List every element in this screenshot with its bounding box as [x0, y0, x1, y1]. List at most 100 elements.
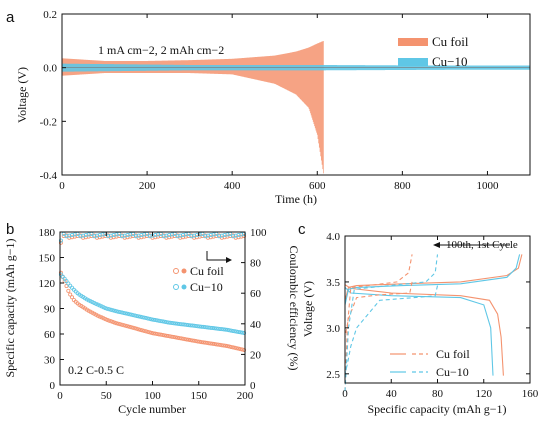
- y-tick-label: 60: [44, 329, 56, 341]
- capacity-point-cu-foil: [218, 342, 223, 347]
- capacity-point-cu10: [193, 324, 198, 329]
- capacity-point-cu10: [114, 309, 119, 314]
- capacity-point-cu10: [240, 330, 245, 335]
- panel-b-y2label: Coulombic efficiency (%): [287, 245, 301, 370]
- panel-a-legend: Cu foil Cu−10: [398, 34, 469, 69]
- capacity-point-cu-foil: [153, 331, 158, 336]
- capacity-point-cu10: [153, 318, 158, 323]
- panel-b-xlabel: Cycle number: [118, 402, 186, 416]
- capacity-point-cu-foil: [144, 329, 149, 334]
- y-tick-label: 0: [50, 380, 56, 392]
- capacity-point-cu-foil: [168, 334, 173, 339]
- capacity-point-cu10: [118, 310, 123, 315]
- capacity-point-cu-foil: [214, 342, 219, 347]
- capacity-point-cu-foil: [131, 325, 136, 330]
- panel-a-letter: a: [6, 9, 15, 26]
- capacity-point-cu10: [210, 326, 215, 331]
- panel-c-voltage-profile: c 0 40 80 120 160 2.5 3.0 3.5 4.0 100th, 1st Cyc…: [298, 221, 539, 416]
- capacity-point-cu-foil: [181, 336, 186, 341]
- capacity-point-cu10: [140, 315, 145, 320]
- legend-open-circle: [173, 284, 179, 290]
- capacity-point-cu10: [131, 313, 136, 318]
- capacity-point-cu10: [160, 319, 165, 324]
- capacity-point-cu-foil: [132, 326, 137, 331]
- capacity-point-cu-foil: [234, 346, 239, 351]
- capacity-point-cu10: [121, 310, 126, 315]
- capacity-point-cu-foil: [219, 343, 224, 348]
- x-tick-label: 200: [237, 390, 254, 402]
- x-tick-label: 0: [342, 388, 348, 400]
- capacity-point-cu-foil: [212, 342, 217, 347]
- capacity-point-cu10: [225, 327, 230, 332]
- capacity-point-cu-foil: [129, 325, 134, 330]
- capacity-point-cu-foil: [138, 327, 143, 332]
- curve-cu-foil-100th-discharge: [344, 281, 413, 338]
- capacity-point-cu-foil: [210, 341, 215, 346]
- y-tick-label: 120: [39, 278, 56, 290]
- panel-b-cycling: b 0 50 100 150 20003060901201501800204060801…: [3, 221, 301, 416]
- capacity-point-cu-foil: [164, 333, 169, 338]
- capacity-point-cu10: [214, 326, 219, 331]
- capacity-point-cu10: [175, 321, 180, 326]
- capacity-point-cu-foil: [230, 345, 235, 350]
- y2-tick-label: 0: [250, 380, 256, 392]
- y-tick-label: 3.5: [326, 277, 340, 289]
- capacity-point-cu10: [227, 328, 232, 333]
- capacity-point-cu-foil: [110, 319, 115, 324]
- capacity-point-cu-foil: [158, 332, 163, 337]
- panel-c-legend: Cu foil Cu−10: [390, 347, 470, 379]
- x-tick-label: 800: [394, 180, 411, 192]
- capacity-point-cu10: [242, 330, 247, 335]
- capacity-point-cu-foil: [201, 340, 206, 345]
- capacity-point-cu-foil: [118, 322, 123, 327]
- x-tick-label: 160: [522, 388, 539, 400]
- capacity-point-cu10: [162, 319, 167, 324]
- capacity-point-cu10: [145, 316, 150, 321]
- panel-c-ticks: 0 40 80 120 160 2.5 3.0 3.5 4.0: [326, 231, 539, 400]
- panel-c-series: [344, 254, 523, 392]
- capacity-point-cu-foil: [140, 328, 145, 333]
- capacity-point-cu-foil: [242, 347, 247, 352]
- curve-cu-foil-1st-discharge: [344, 284, 504, 376]
- capacity-point-cu-foil: [121, 323, 126, 328]
- capacity-point-cu-foil: [66, 288, 71, 293]
- capacity-point-cu10: [197, 324, 202, 329]
- capacity-point-cu-foil: [62, 279, 67, 284]
- y-tick-label: -0.4: [40, 170, 58, 182]
- capacity-point-cu-foil: [119, 322, 124, 327]
- capacity-point-cu10: [119, 310, 124, 315]
- y2-tick-label: 20: [250, 349, 262, 361]
- legend-filled-circle: [181, 268, 187, 274]
- capacity-point-cu10: [171, 321, 176, 326]
- capacity-point-cu10: [206, 325, 211, 330]
- capacity-point-cu10: [92, 300, 97, 305]
- legend-marker-cu10: [173, 284, 187, 290]
- capacity-point-cu10: [181, 322, 186, 327]
- capacity-point-cu-foil: [127, 324, 132, 329]
- capacity-point-cu10: [129, 312, 134, 317]
- x-tick-label: 100: [144, 390, 161, 402]
- panel-a-frame: [61, 13, 531, 176]
- capacity-point-cu10: [142, 315, 147, 320]
- capacity-point-cu-foil: [205, 340, 210, 345]
- capacity-point-cu-foil: [107, 318, 112, 323]
- capacity-point-cu10: [186, 323, 191, 328]
- capacity-point-cu-foil: [116, 321, 121, 326]
- capacity-point-cu-foil: [70, 295, 75, 300]
- capacity-point-cu-foil: [68, 292, 73, 297]
- capacity-point-cu-foil: [197, 339, 202, 344]
- capacity-point-cu-foil: [206, 341, 211, 346]
- ce-point-cu-foil: [58, 240, 63, 245]
- legend-label-cu10-b: Cu−10: [190, 280, 223, 294]
- capacity-point-cu10: [182, 322, 187, 327]
- capacity-point-cu10: [203, 325, 208, 330]
- panel-b-ce-arrow: [206, 251, 232, 263]
- capacity-point-cu-foil: [195, 339, 200, 344]
- capacity-point-cu-foil: [112, 320, 117, 325]
- capacity-point-cu10: [108, 307, 113, 312]
- panel-b-series: [58, 231, 247, 352]
- capacity-point-cu-foil: [193, 339, 198, 344]
- capacity-point-cu10: [70, 285, 75, 290]
- capacity-point-cu10: [177, 321, 182, 326]
